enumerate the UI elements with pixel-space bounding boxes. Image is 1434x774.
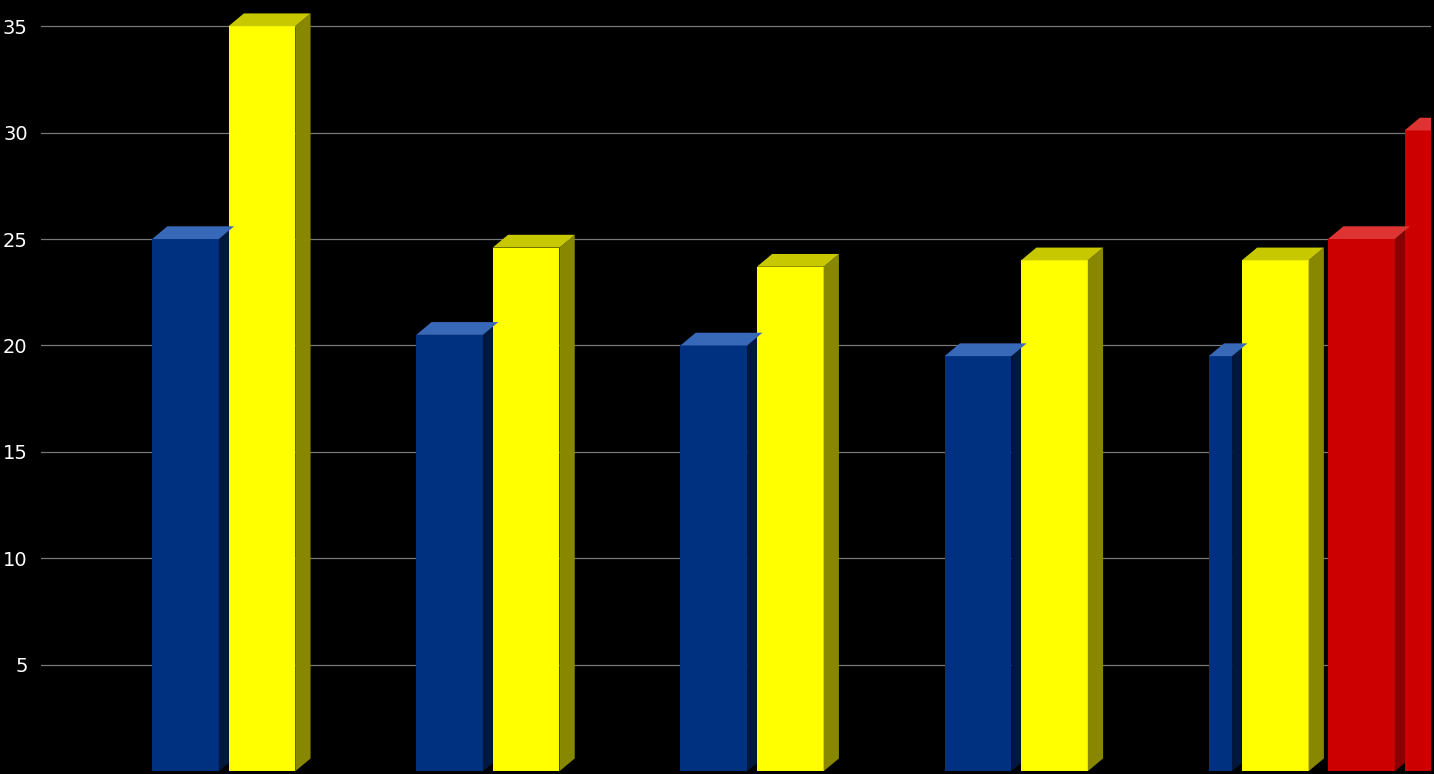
Polygon shape: [1232, 344, 1248, 771]
Polygon shape: [219, 226, 234, 771]
Bar: [1328, 239, 1395, 771]
Polygon shape: [1395, 226, 1410, 771]
Bar: [416, 335, 483, 771]
Bar: [945, 356, 1011, 771]
Polygon shape: [747, 333, 763, 771]
Bar: [1242, 260, 1309, 771]
Bar: [757, 267, 823, 771]
Polygon shape: [1404, 118, 1434, 131]
Polygon shape: [1309, 248, 1324, 771]
Polygon shape: [945, 344, 1027, 356]
Bar: [152, 239, 219, 771]
Polygon shape: [1209, 344, 1248, 356]
Polygon shape: [559, 235, 575, 771]
Bar: [1209, 356, 1232, 771]
Polygon shape: [680, 333, 763, 345]
Polygon shape: [1242, 248, 1324, 260]
Polygon shape: [1021, 248, 1103, 260]
Polygon shape: [1011, 344, 1027, 771]
Polygon shape: [228, 13, 311, 26]
Polygon shape: [483, 322, 498, 771]
Polygon shape: [1328, 226, 1410, 239]
Bar: [1021, 260, 1088, 771]
Polygon shape: [823, 254, 839, 771]
Polygon shape: [152, 226, 234, 239]
Bar: [228, 26, 295, 771]
Bar: [1404, 131, 1434, 771]
Polygon shape: [295, 13, 311, 771]
Polygon shape: [416, 322, 498, 335]
Bar: [493, 248, 559, 771]
Polygon shape: [493, 235, 575, 248]
Polygon shape: [1088, 248, 1103, 771]
Bar: [680, 345, 747, 771]
Polygon shape: [757, 254, 839, 267]
